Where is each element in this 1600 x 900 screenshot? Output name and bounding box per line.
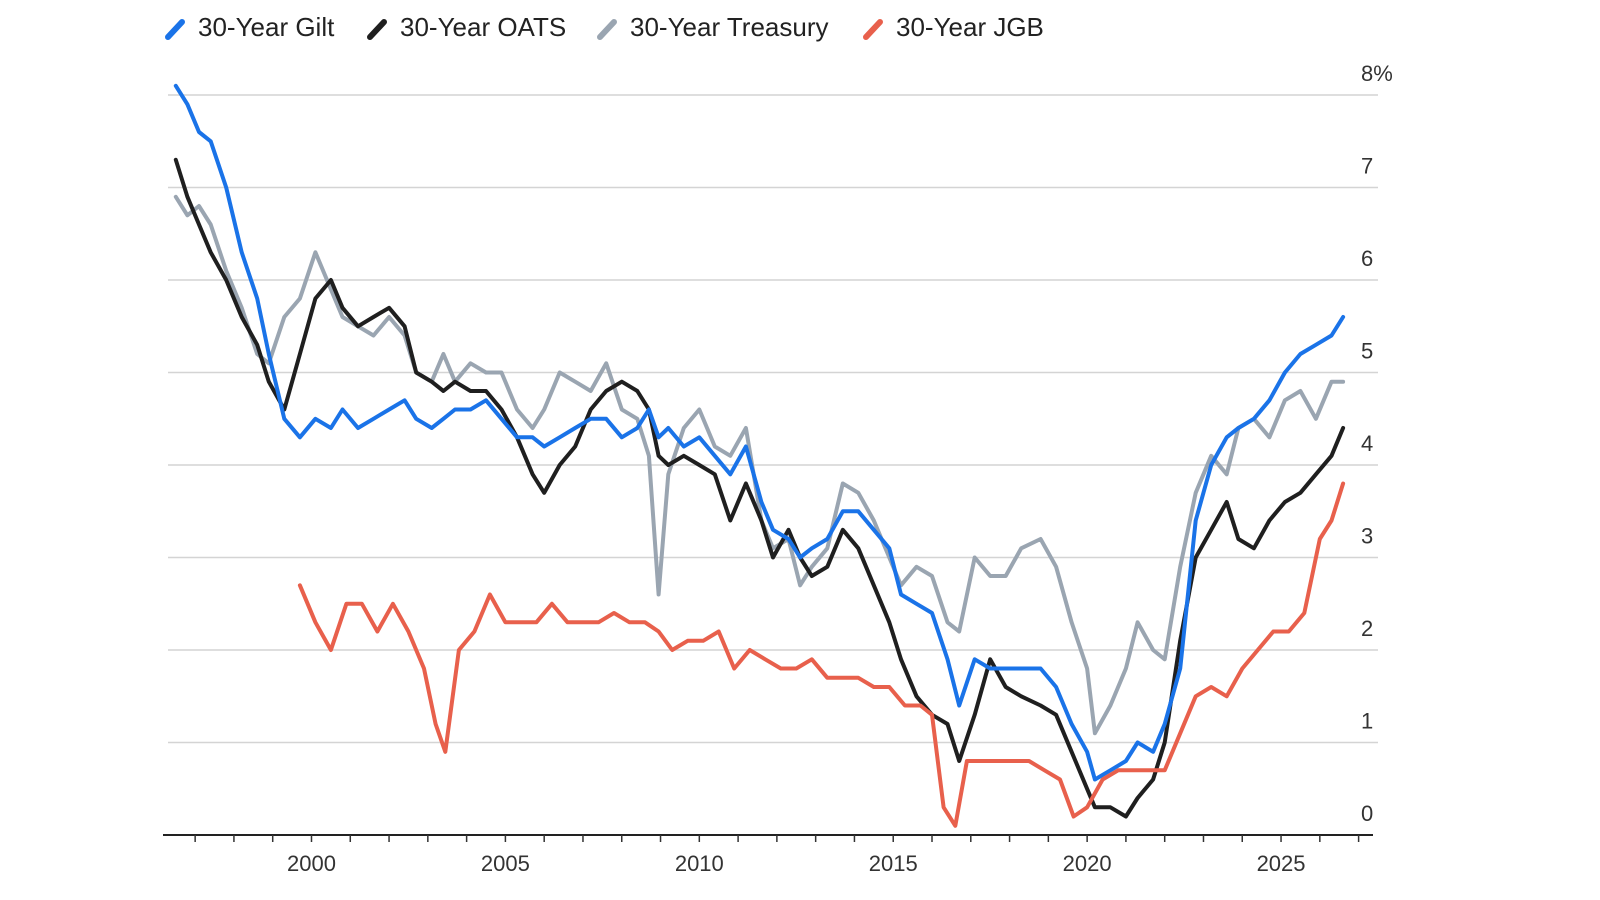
y-tick-label: 8% (1361, 61, 1393, 86)
x-tick-label: 2020 (1063, 851, 1112, 876)
legend: 30-Year Gilt 30-Year OATS 30-Year Treasury… (165, 12, 1044, 42)
series-lines (173, 83, 1346, 828)
legend-item-30-year-treasury: 30-Year Treasury (597, 12, 828, 42)
y-tick-label: 2 (1361, 616, 1373, 641)
y-tick-label: 3 (1361, 524, 1373, 549)
y-axis: 8% 7 6 5 4 3 2 1 0 (1361, 61, 1393, 826)
y-tick-label: 5 (1361, 339, 1373, 364)
y-tick-label: 1 (1361, 709, 1373, 734)
series-line-30-year-jgb (297, 481, 1346, 828)
series-line-30-year-oats (173, 157, 1346, 819)
x-tick-label: 2025 (1257, 851, 1306, 876)
legend-label: 30-Year JGB (896, 12, 1044, 42)
legend-item-30-year-jgb: 30-Year JGB (863, 12, 1044, 42)
x-tick-label: 2015 (869, 851, 918, 876)
legend-item-30-year-oats: 30-Year OATS (367, 12, 566, 42)
legend-label: 30-Year OATS (400, 12, 566, 42)
y-tick-label: 4 (1361, 431, 1373, 456)
legend-label: 30-Year Gilt (198, 12, 335, 42)
legend-item-30-year-gilt: 30-Year Gilt (165, 12, 335, 42)
x-tick-label: 2000 (287, 851, 336, 876)
legend-swatch (863, 19, 883, 40)
y-tick-label: 7 (1361, 154, 1373, 179)
legend-swatch (165, 19, 185, 40)
y-tick-label: 0 (1361, 801, 1373, 826)
legend-swatch (367, 19, 387, 40)
x-tick-label: 2005 (481, 851, 530, 876)
x-tick-label: 2010 (675, 851, 724, 876)
legend-swatch (597, 19, 617, 40)
series-line-30-year-gilt (173, 83, 1346, 782)
legend-label: 30-Year Treasury (630, 12, 828, 42)
x-axis: 2000 2005 2010 2015 2020 2025 (163, 834, 1373, 876)
y-tick-label: 6 (1361, 246, 1373, 271)
